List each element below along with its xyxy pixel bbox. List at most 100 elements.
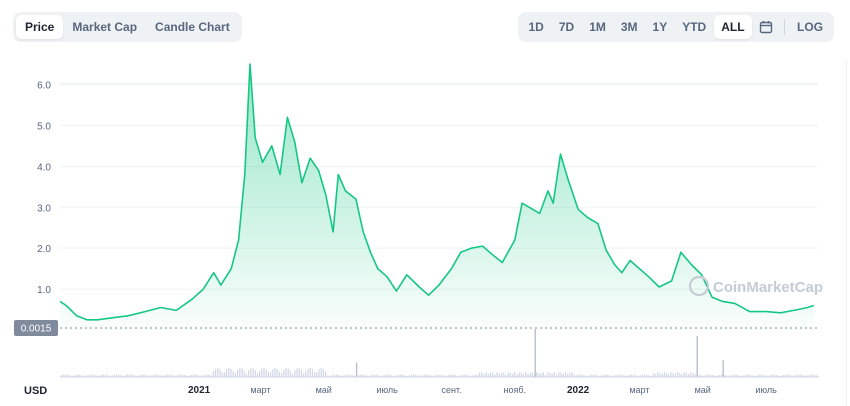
volume-spike (722, 360, 724, 377)
volume-bar (472, 375, 474, 377)
volume-bar (809, 374, 811, 377)
volume-bar (402, 374, 404, 377)
volume-bar (96, 375, 98, 377)
volume-bar (415, 374, 417, 377)
volume-bar (454, 375, 456, 377)
volume-bar (432, 375, 434, 377)
volume-bar (470, 375, 472, 377)
calendar-icon[interactable] (752, 15, 780, 39)
volume-bar (133, 375, 135, 377)
volume-bar (129, 374, 131, 377)
volume-bar (569, 372, 571, 377)
volume-bar (298, 368, 300, 377)
volume-bar (514, 372, 516, 377)
volume-bar (545, 375, 547, 377)
volume-bar (210, 375, 212, 377)
volume-bar (316, 372, 318, 377)
volume-bar (798, 374, 800, 377)
range-1d[interactable]: 1D (528, 20, 544, 34)
volume-bar (274, 368, 276, 377)
volume-bar (496, 372, 498, 377)
volume-bar (278, 371, 280, 377)
volume-bar (78, 374, 80, 377)
volume-bar (575, 375, 577, 377)
volume-bar (157, 374, 159, 377)
volume-bar (338, 374, 340, 377)
volume-bar (582, 374, 584, 377)
volume-bar (384, 374, 386, 377)
volume-bar (318, 369, 320, 377)
volume-bar (703, 375, 705, 377)
range-ytd[interactable]: YTD (682, 20, 707, 34)
volume-bar (655, 373, 657, 377)
volume-bar (248, 370, 250, 377)
volume-bar (206, 374, 208, 377)
x-tick-label: май (695, 385, 711, 395)
y-axis: 1.0 2.0 3.0 4.0 5.0 6.0 (37, 81, 51, 297)
volume-bar (611, 375, 613, 377)
range-7d[interactable]: 7D (558, 20, 575, 34)
volume-bar (322, 368, 324, 377)
volume-bar (331, 375, 333, 377)
x-tick-label: сент. (441, 385, 461, 395)
volume-bar (289, 370, 291, 377)
volume-bar (441, 375, 443, 377)
volume-bar (787, 374, 789, 377)
volume-bar (505, 374, 507, 377)
chart-type-tabs: Price Market Cap Candle Chart (13, 12, 242, 42)
volume-bar (267, 372, 269, 377)
range-all[interactable]: ALL (713, 15, 753, 39)
volume-bar (459, 375, 461, 377)
volume-bar (650, 375, 652, 377)
tab-market-cap[interactable]: Market Cap (72, 20, 138, 34)
volume-bar (294, 370, 296, 377)
volume-bar (234, 372, 236, 377)
grid-lines (60, 82, 818, 290)
volume-bar (182, 374, 184, 377)
volume-bar (292, 373, 294, 377)
volume-bar (164, 375, 166, 377)
volume-bar (254, 370, 256, 377)
volume-bar (734, 374, 736, 377)
volume-bar (527, 373, 529, 377)
volume-bar (89, 374, 91, 377)
volume-bar (600, 375, 602, 377)
range-1m[interactable]: 1M (589, 20, 606, 34)
volume-bar (791, 375, 793, 377)
volume-bar (204, 374, 206, 377)
volume-bar (217, 368, 219, 377)
log-scale-toggle[interactable]: LOG (797, 20, 824, 34)
volume-bar (622, 375, 624, 377)
volume-bar (538, 373, 540, 377)
volume-bar (564, 372, 566, 377)
x-tick-label: 2022 (567, 385, 590, 396)
volume-bar (395, 375, 397, 377)
volume-bar (116, 374, 118, 377)
volume-bar (69, 375, 71, 377)
volume-bar (503, 372, 505, 377)
volume-bar (109, 375, 111, 377)
volume-bar (683, 372, 685, 377)
volume-bar (789, 374, 791, 377)
volume-bar (813, 374, 815, 377)
range-1y[interactable]: 1Y (652, 20, 668, 34)
tab-price[interactable]: Price (16, 15, 64, 39)
volume-bar (776, 374, 778, 377)
volume-bar (435, 375, 437, 377)
x-tick-label: март (629, 385, 649, 395)
volume-bar (465, 374, 467, 377)
volume-bar (619, 374, 621, 377)
x-tick-label: март (250, 385, 270, 395)
range-3m[interactable]: 3M (620, 20, 638, 34)
coinmarketcap-logo-icon (688, 275, 710, 297)
volume-bar (320, 368, 322, 377)
volume-bar (756, 375, 758, 377)
volume-bar (718, 374, 720, 377)
volume-bar (571, 372, 573, 377)
volume-bar (485, 372, 487, 377)
volume-bar (406, 375, 408, 377)
volume-bar (72, 375, 74, 377)
tab-candle-chart[interactable]: Candle Chart (155, 20, 230, 34)
volume-bar (773, 374, 775, 377)
volume-bar (578, 374, 580, 377)
